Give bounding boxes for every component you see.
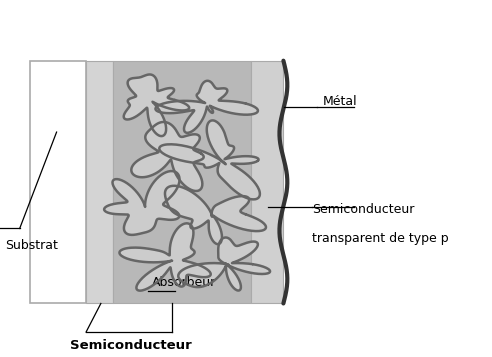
Bar [113,61,251,303]
Polygon shape [131,122,204,191]
Polygon shape [155,81,258,133]
Polygon shape [165,186,266,244]
Text: Absorbeur: Absorbeur [153,276,216,289]
Text: Métal: Métal [322,95,357,108]
Polygon shape [120,223,211,291]
Text: transparent de type p: transparent de type p [312,232,449,245]
Text: Semiconducteur: Semiconducteur [69,339,191,352]
Text: Substrat: Substrat [5,239,58,252]
Bar [30,61,86,303]
Polygon shape [178,237,270,291]
Polygon shape [104,171,180,235]
Polygon shape [123,75,189,136]
Bar [86,61,113,303]
Bar [251,61,283,303]
Text: Semiconducteur: Semiconducteur [312,203,415,216]
Polygon shape [159,120,260,200]
